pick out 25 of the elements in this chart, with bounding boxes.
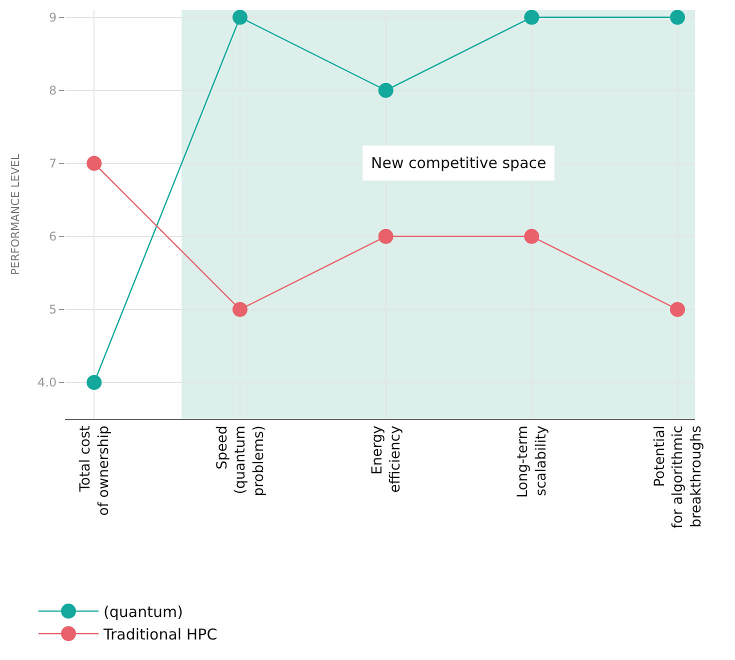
point <box>86 156 102 171</box>
x-tick-label: Speed (quantum problems) <box>214 426 267 496</box>
point <box>232 302 248 317</box>
y-tick-label: 6 <box>48 230 57 244</box>
y-tick-label: 7 <box>48 156 57 171</box>
point <box>670 302 685 317</box>
x-tick-label: Energy efficiency <box>369 426 404 493</box>
point <box>232 10 248 25</box>
y-axis-title: PERFORMANCE LEVEL <box>9 153 22 275</box>
x-tick-label: Long-term scalability <box>515 426 550 498</box>
point <box>524 228 540 244</box>
x-tick-label: Total cost of ownership <box>78 425 112 516</box>
point <box>378 228 394 244</box>
point <box>670 10 685 25</box>
point <box>378 82 394 98</box>
band-label: New competitive space <box>371 154 546 172</box>
y-tick-label: 4.0 <box>38 376 57 390</box>
legend-label: (quantum) <box>104 602 183 621</box>
x-tick-label: Potential for algorithmic breakthroughs <box>652 426 704 528</box>
point <box>524 10 540 25</box>
y-tick-label: 5 <box>48 302 57 317</box>
legend-label: Traditional HPC <box>102 625 218 644</box>
y-tick-label: 9 <box>48 10 57 24</box>
point <box>86 374 102 390</box>
y-tick-label: 8 <box>48 84 57 98</box>
